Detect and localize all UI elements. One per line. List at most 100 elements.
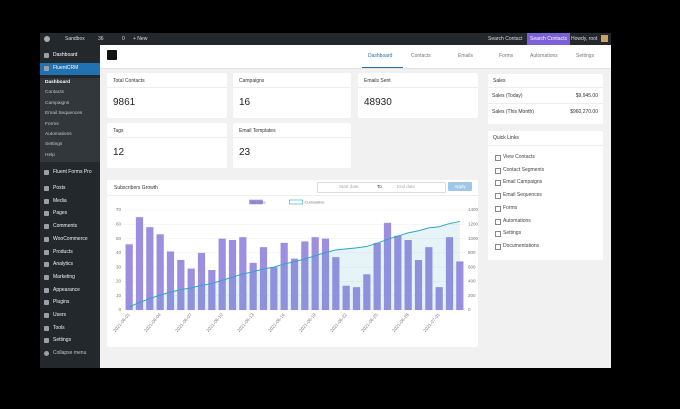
- fluentcrm-logo: [107, 50, 117, 60]
- bar: [342, 285, 350, 310]
- menu-icon: [44, 236, 49, 242]
- submenu-item[interactable]: Settings: [45, 142, 63, 148]
- site-name[interactable]: Sandbox: [65, 36, 85, 42]
- date-filter: [317, 182, 446, 193]
- search-input[interactable]: Search Contact: [488, 36, 523, 42]
- end-date[interactable]: End date: [397, 184, 416, 189]
- menu-item[interactable]: Appearance: [53, 286, 80, 293]
- menu-icon: [44, 274, 49, 280]
- menu-item[interactable]: FluentCRM: [53, 65, 79, 71]
- bar: [270, 267, 278, 310]
- link-icon: [495, 180, 501, 187]
- apply-button[interactable]: Apply: [448, 182, 472, 191]
- collapse-menu[interactable]: Collapse menu: [53, 350, 87, 356]
- bar: [218, 238, 226, 310]
- menu-icon: [44, 313, 49, 318]
- stat-card: Campaigns 16: [233, 73, 351, 118]
- chart: 0 10 20 30 40 50 60 70 0 200 400 600 800 1000 1200 1400…: [112, 199, 478, 333]
- submenu-item[interactable]: Help: [45, 152, 55, 158]
- menu-item[interactable]: Comments: [53, 223, 78, 230]
- start-date[interactable]: Start date: [339, 184, 359, 189]
- search-button[interactable]: Search Contacts: [527, 33, 570, 45]
- bar: [404, 240, 412, 310]
- stat-label: Tags: [113, 128, 124, 134]
- wp-logo: [44, 36, 50, 42]
- menu-item[interactable]: Tools: [53, 324, 65, 331]
- menu-icon: [44, 300, 49, 306]
- quick-link[interactable]: Automations: [503, 217, 531, 224]
- divider: [488, 145, 603, 146]
- tab[interactable]: Automations: [530, 53, 558, 59]
- to-label: To: [377, 184, 382, 189]
- submenu-item[interactable]: Campaigns: [45, 100, 70, 106]
- quick-link[interactable]: Settings: [503, 230, 522, 237]
- stat-card: Email Templates 23: [233, 123, 351, 168]
- updates[interactable]: 36: [98, 36, 104, 42]
- bar: [352, 287, 361, 310]
- y2-tick-label: 200: [468, 293, 476, 298]
- panel-title: Sales: [493, 78, 506, 84]
- submenu-item[interactable]: Automations: [45, 132, 72, 137]
- quick-link[interactable]: Email Sequences: [503, 192, 542, 199]
- tab[interactable]: Dashboard: [368, 53, 393, 59]
- y-tick-label: 20: [116, 279, 122, 284]
- tab[interactable]: Forms: [499, 53, 514, 59]
- submenu-item[interactable]: Email Sequences: [45, 111, 83, 117]
- quick-link[interactable]: Email Campaigns: [503, 179, 543, 186]
- menu-item[interactable]: Analytics: [53, 261, 74, 268]
- quick-link[interactable]: View Contacts: [503, 154, 535, 160]
- stat-label: Total Contacts: [113, 78, 145, 84]
- legend-swatch: [249, 199, 263, 205]
- comments[interactable]: 0: [122, 36, 125, 42]
- submenu-item[interactable]: Contacts: [45, 90, 64, 96]
- menu-icon: [44, 211, 49, 217]
- bar: [425, 247, 433, 310]
- stat-divider: [107, 87, 227, 88]
- tab[interactable]: Emails: [458, 53, 474, 59]
- divider: [488, 87, 603, 88]
- avatar: [601, 35, 608, 42]
- active-tab-underline: [362, 67, 403, 68]
- bar: [456, 261, 464, 310]
- y-tick-label: 10: [116, 293, 122, 298]
- bar: [290, 258, 299, 310]
- menu-item[interactable]: Products: [53, 248, 73, 255]
- greeting[interactable]: Howdy, root: [571, 36, 598, 42]
- legend-swatch: [289, 199, 303, 205]
- menu-item[interactable]: WooCommerce: [53, 235, 88, 242]
- quick-link[interactable]: Forms: [503, 204, 518, 211]
- menu-item[interactable]: Marketing: [53, 273, 75, 280]
- quick-links-panel: Quick Links View Contacts Contact Segments…: [488, 131, 603, 260]
- x-tick-label: 2021-06-16: [267, 312, 286, 333]
- sales-label: Sales (This Month): [492, 109, 534, 115]
- menu-item[interactable]: Pages: [53, 210, 68, 217]
- menu-item[interactable]: Dashboard: [53, 52, 78, 58]
- menu-item[interactable]: Posts: [53, 185, 66, 191]
- link-icon: [495, 155, 501, 161]
- menu-icon: [44, 287, 49, 293]
- admin-bar: [40, 33, 611, 45]
- menu-item[interactable]: Plugins: [53, 299, 70, 306]
- tab[interactable]: Settings: [576, 53, 595, 59]
- tab[interactable]: Contacts: [411, 53, 431, 59]
- quick-link[interactable]: Documentations: [503, 242, 540, 249]
- x-tick-label: 2021-06-13: [236, 312, 255, 333]
- bar: [208, 270, 216, 310]
- legend-label: By Date: [252, 199, 267, 204]
- menu-item[interactable]: Media: [53, 197, 67, 204]
- menu-item[interactable]: Users: [53, 312, 67, 318]
- menu-item[interactable]: Fluent Forms Pro: [53, 169, 92, 175]
- menu-item[interactable]: Settings: [53, 337, 72, 344]
- link-icon: [495, 193, 501, 200]
- submenu-item[interactable]: Dashboard: [45, 80, 71, 85]
- bar: [414, 260, 423, 310]
- stat-label: Emails Sent: [364, 78, 391, 84]
- new-button[interactable]: + New: [133, 36, 148, 42]
- quick-link[interactable]: Contact Segments: [503, 166, 545, 173]
- bar: [146, 227, 154, 310]
- menu-icon: [44, 53, 49, 58]
- submenu-item[interactable]: Forms: [45, 121, 59, 127]
- screen: Sandbox 36 0 + New Search Contact Search Cont…: [40, 33, 611, 368]
- x-tick-label: 2021-06-28: [391, 312, 410, 333]
- collapse-icon: [44, 351, 49, 356]
